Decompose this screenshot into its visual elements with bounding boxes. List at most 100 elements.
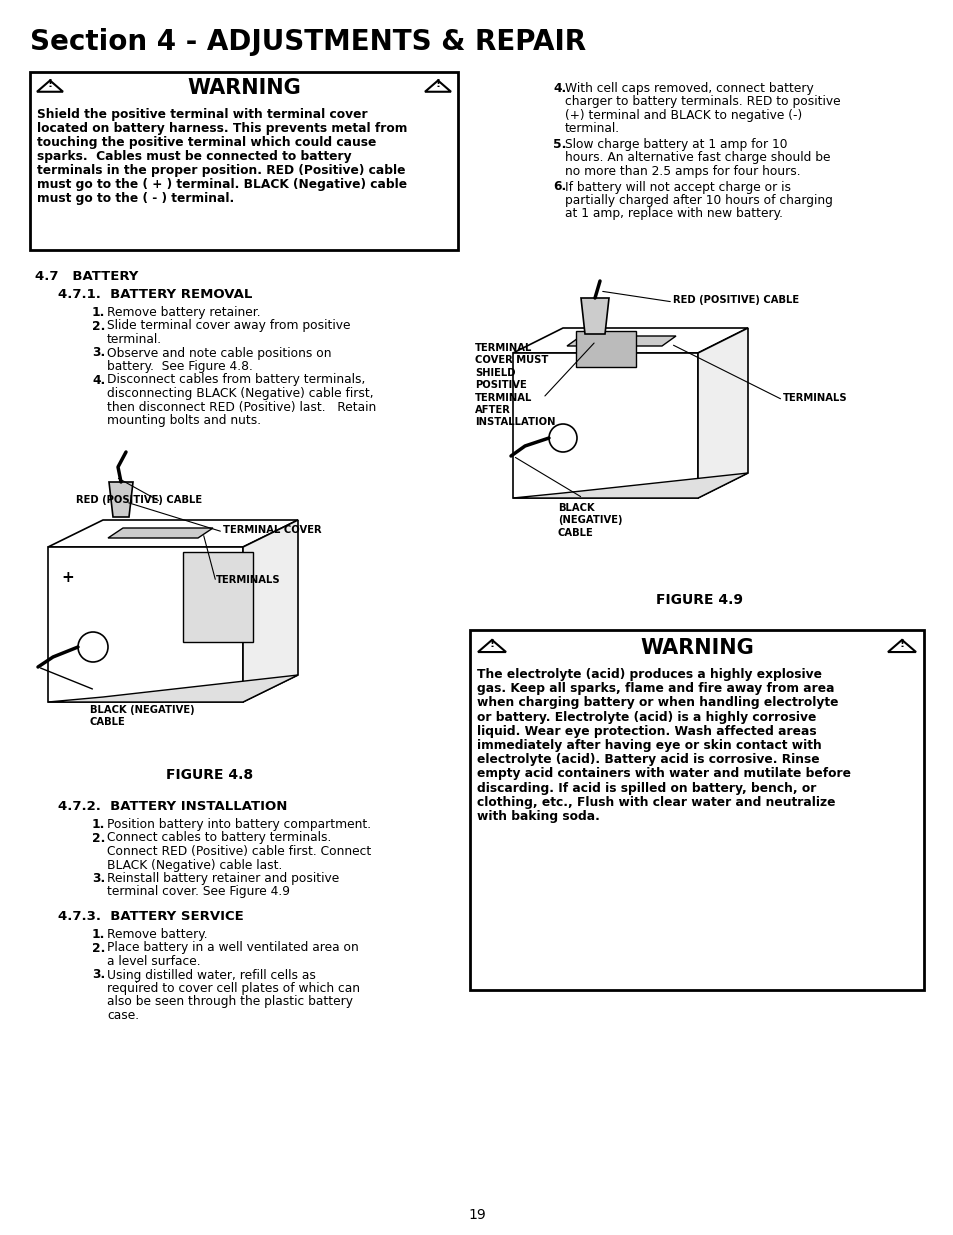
Text: Remove battery retainer.: Remove battery retainer.: [107, 306, 260, 319]
Bar: [470, 630, 923, 990]
Text: BLACK
(NEGATIVE)
CABLE: BLACK (NEGATIVE) CABLE: [558, 503, 622, 537]
Text: WARNING: WARNING: [639, 638, 753, 658]
Text: +: +: [62, 569, 74, 584]
Text: Position battery into battery compartment.: Position battery into battery compartmen…: [107, 818, 371, 831]
Text: no more than 2.5 amps for four hours.: no more than 2.5 amps for four hours.: [564, 165, 800, 178]
Polygon shape: [109, 482, 132, 517]
Text: BLACK (Negative) cable last.: BLACK (Negative) cable last.: [107, 858, 282, 872]
Text: empty acid containers with water and mutilate before: empty acid containers with water and mut…: [476, 767, 850, 781]
Text: touching the positive terminal which could cause: touching the positive terminal which cou…: [37, 136, 376, 149]
Text: Slide terminal cover away from positive: Slide terminal cover away from positive: [107, 320, 350, 332]
Circle shape: [78, 632, 108, 662]
Text: must go to the ( - ) terminal.: must go to the ( - ) terminal.: [37, 191, 234, 205]
Text: 4.7.2.  BATTERY INSTALLATION: 4.7.2. BATTERY INSTALLATION: [58, 800, 287, 813]
Polygon shape: [566, 336, 676, 346]
Text: RED (POSITIVE) CABLE: RED (POSITIVE) CABLE: [672, 295, 799, 305]
Text: FIGURE 4.8: FIGURE 4.8: [166, 768, 253, 782]
Polygon shape: [580, 298, 608, 333]
Text: With cell caps removed, connect battery: With cell caps removed, connect battery: [564, 82, 813, 95]
Text: charger to battery terminals. RED to positive: charger to battery terminals. RED to pos…: [564, 95, 840, 109]
Text: at 1 amp, replace with new battery.: at 1 amp, replace with new battery.: [564, 207, 782, 221]
Text: required to cover cell plates of which can: required to cover cell plates of which c…: [107, 982, 359, 995]
Text: 4.: 4.: [91, 373, 105, 387]
Text: !: !: [435, 79, 440, 89]
Text: FIGURE 4.9: FIGURE 4.9: [656, 593, 742, 606]
Text: with baking soda.: with baking soda.: [476, 810, 599, 823]
Polygon shape: [513, 473, 747, 498]
Text: discarding. If acid is spilled on battery, bench, or: discarding. If acid is spilled on batter…: [476, 782, 816, 794]
Text: Remove battery.: Remove battery.: [107, 927, 208, 941]
Polygon shape: [48, 676, 297, 701]
Text: 19: 19: [468, 1208, 485, 1221]
Text: then disconnect RED (Positive) last.   Retain: then disconnect RED (Positive) last. Ret…: [107, 400, 375, 414]
Text: when charging battery or when handling electrolyte: when charging battery or when handling e…: [476, 697, 838, 709]
Text: The electrolyte (acid) produces a highly explosive: The electrolyte (acid) produces a highly…: [476, 668, 821, 680]
Polygon shape: [477, 640, 505, 652]
Text: Disconnect cables from battery terminals,: Disconnect cables from battery terminals…: [107, 373, 365, 387]
Text: immediately after having eye or skin contact with: immediately after having eye or skin con…: [476, 739, 821, 752]
Polygon shape: [243, 520, 297, 701]
Text: 4.7.3.  BATTERY SERVICE: 4.7.3. BATTERY SERVICE: [58, 910, 244, 923]
Text: disconnecting BLACK (Negative) cable first,: disconnecting BLACK (Negative) cable fir…: [107, 387, 374, 400]
Text: partially charged after 10 hours of charging: partially charged after 10 hours of char…: [564, 194, 832, 207]
Text: electrolyte (acid). Battery acid is corrosive. Rinse: electrolyte (acid). Battery acid is corr…: [476, 753, 819, 766]
Polygon shape: [576, 331, 636, 367]
Text: Observe and note cable positions on: Observe and note cable positions on: [107, 347, 331, 359]
Polygon shape: [698, 329, 747, 498]
Text: WARNING: WARNING: [187, 78, 300, 98]
Text: 3.: 3.: [91, 968, 105, 982]
Polygon shape: [108, 529, 213, 538]
Text: 4.7.1.  BATTERY REMOVAL: 4.7.1. BATTERY REMOVAL: [58, 288, 253, 301]
Text: TERMINAL COVER: TERMINAL COVER: [223, 525, 321, 535]
Text: Connect RED (Positive) cable first. Connect: Connect RED (Positive) cable first. Conn…: [107, 845, 371, 858]
Text: RED (POSITIVE) CABLE: RED (POSITIVE) CABLE: [76, 495, 202, 505]
Text: terminals in the proper position. RED (Positive) cable: terminals in the proper position. RED (P…: [37, 164, 405, 177]
Text: battery.  See Figure 4.8.: battery. See Figure 4.8.: [107, 359, 253, 373]
Text: TERMINALS: TERMINALS: [215, 576, 280, 585]
Text: Section 4 - ADJUSTMENTS & REPAIR: Section 4 - ADJUSTMENTS & REPAIR: [30, 28, 585, 56]
Polygon shape: [887, 640, 915, 652]
Text: TERMINALS: TERMINALS: [782, 393, 846, 403]
Text: Connect cables to battery terminals.: Connect cables to battery terminals.: [107, 831, 331, 845]
Text: terminal.: terminal.: [107, 333, 162, 346]
Text: must go to the ( + ) terminal. BLACK (Negative) cable: must go to the ( + ) terminal. BLACK (Ne…: [37, 178, 407, 191]
Text: 5.: 5.: [553, 138, 566, 151]
Polygon shape: [513, 353, 698, 498]
Text: terminal cover. See Figure 4.9: terminal cover. See Figure 4.9: [107, 885, 290, 899]
Text: hours. An alternative fast charge should be: hours. An alternative fast charge should…: [564, 152, 830, 164]
Text: liquid. Wear eye protection. Wash affected areas: liquid. Wear eye protection. Wash affect…: [476, 725, 816, 737]
Text: !: !: [899, 638, 903, 650]
Text: clothing, etc., Flush with clear water and neutralize: clothing, etc., Flush with clear water a…: [476, 795, 835, 809]
Text: or battery. Electrolyte (acid) is a highly corrosive: or battery. Electrolyte (acid) is a high…: [476, 710, 816, 724]
Text: BLACK (NEGATIVE)
CABLE: BLACK (NEGATIVE) CABLE: [90, 705, 194, 727]
Polygon shape: [48, 520, 297, 547]
Text: 2.: 2.: [91, 831, 105, 845]
Text: 4.7   BATTERY: 4.7 BATTERY: [35, 270, 138, 283]
Polygon shape: [48, 547, 243, 701]
Text: (+) terminal and BLACK to negative (-): (+) terminal and BLACK to negative (-): [564, 109, 801, 122]
Text: 1.: 1.: [91, 927, 105, 941]
Polygon shape: [424, 80, 451, 91]
Text: 1.: 1.: [91, 818, 105, 831]
Text: located on battery harness. This prevents metal from: located on battery harness. This prevent…: [37, 122, 407, 135]
Text: sparks.  Cables must be connected to battery: sparks. Cables must be connected to batt…: [37, 149, 352, 163]
Polygon shape: [37, 80, 63, 91]
Text: TERMINAL
COVER MUST
SHIELD
POSITIVE
TERMINAL
AFTER
INSTALLATION: TERMINAL COVER MUST SHIELD POSITIVE TERM…: [475, 343, 555, 427]
Text: Slow charge battery at 1 amp for 10: Slow charge battery at 1 amp for 10: [564, 138, 786, 151]
Text: 3.: 3.: [91, 347, 105, 359]
Polygon shape: [513, 329, 747, 353]
Text: gas. Keep all sparks, flame and fire away from area: gas. Keep all sparks, flame and fire awa…: [476, 682, 834, 695]
Text: case.: case.: [107, 1009, 139, 1023]
Text: 4.: 4.: [553, 82, 566, 95]
Text: also be seen through the plastic battery: also be seen through the plastic battery: [107, 995, 353, 1009]
Text: 2.: 2.: [91, 941, 105, 955]
Text: Using distilled water, refill cells as: Using distilled water, refill cells as: [107, 968, 315, 982]
Text: !: !: [489, 638, 494, 650]
Bar: [30, 72, 457, 249]
Text: 3.: 3.: [91, 872, 105, 885]
Text: 1.: 1.: [91, 306, 105, 319]
Text: mounting bolts and nuts.: mounting bolts and nuts.: [107, 414, 261, 427]
Text: Shield the positive terminal with terminal cover: Shield the positive terminal with termin…: [37, 107, 367, 121]
Bar: [183, 552, 253, 642]
Text: If battery will not accept charge or is: If battery will not accept charge or is: [564, 180, 790, 194]
